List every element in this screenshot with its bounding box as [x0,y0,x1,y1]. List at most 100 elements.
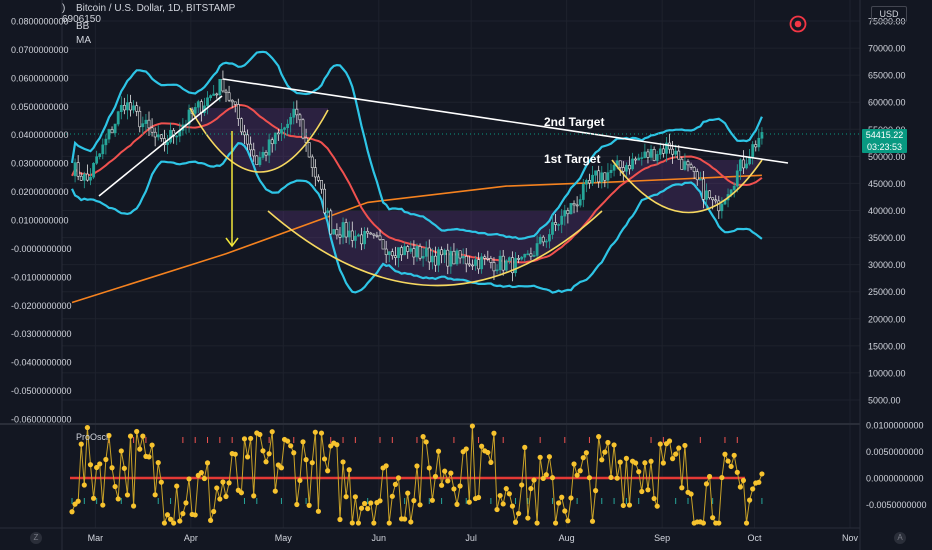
candle-body [541,236,545,243]
right-price-axis[interactable]: 75000.0070000.0065000.0060000.0055000.00… [868,17,906,406]
oscillator-label[interactable]: ProOsci [76,432,109,442]
osc-point [657,441,663,447]
osc-point [94,464,100,471]
left-tick-label: 0.0300000000 [11,159,69,169]
candle-body [557,224,561,226]
osc-point [241,436,248,442]
candle-body [532,255,536,257]
candle-body [566,210,570,215]
osc-point [402,516,408,522]
candle-body [544,240,548,243]
candle-body [390,251,394,257]
candle-body [141,123,145,128]
candle-body [418,246,422,259]
candle-body [397,247,400,258]
osc-point [676,445,682,451]
osc-point [654,503,660,509]
candle-body [520,256,524,260]
candle-body [514,258,517,274]
candle-body [735,170,739,187]
candle-body [233,101,237,105]
osc-point [500,501,506,507]
osc-point [78,441,84,447]
osc-tick-label: -0.0050000000 [866,500,927,510]
symbol-title[interactable]: Bitcoin / U.S. Dollar, 1D, BITSTAMP [76,3,236,14]
ascending-trendline[interactable] [98,95,223,197]
candle-body [338,234,342,238]
candle-body [187,109,191,125]
descending-trendline[interactable] [222,78,789,164]
osc-point [497,492,503,499]
candle-body [578,199,582,206]
cup-curve [189,107,329,173]
osc-point [186,476,192,482]
candle-body [350,230,354,241]
osc-point [552,520,559,526]
osc-point [362,500,368,507]
osc-point [309,460,315,466]
osc-point [192,512,198,518]
candle-body [708,190,711,199]
osc-point [87,462,94,468]
alert-icon[interactable] [789,15,807,33]
osc-point [180,511,186,517]
timezone-toggle[interactable]: Z [30,532,42,544]
candle-body [547,234,551,242]
candle-series [73,70,764,282]
osc-point [131,503,137,509]
candle-body [267,139,271,156]
candle-body [95,156,99,164]
candle-body [495,269,499,272]
auto-scale-toggle[interactable]: A [894,532,906,544]
osc-point [670,456,676,462]
left-tick-label: 0.0400000000 [11,130,69,140]
candle-body [594,170,598,176]
osc-point [666,438,673,444]
candle-body [236,104,240,119]
osc-point [368,500,374,506]
osc-point [358,505,365,511]
osc-price-axis[interactable]: 0.0100000000 0.0050000000 0.0000000000 -0.0… [866,421,927,511]
candle-body [717,200,721,212]
osc-point [617,459,623,465]
osc-point [386,520,392,526]
osc-point [562,508,568,514]
price-tick-label: 25000.00 [868,287,906,297]
osc-point [208,517,214,523]
candle-body [104,138,108,146]
osc-point [137,446,143,452]
osc-point [232,451,238,457]
first-target-label: 1st Target [544,152,600,166]
candle-body [366,231,370,234]
osc-point [272,488,278,494]
candle-body [286,123,290,129]
osc-point [756,479,762,485]
left-price-axis[interactable]: 0.0800000000 0.0700000000 0.0600000000 0.05… [11,17,72,425]
osc-point [586,475,593,481]
currency-label[interactable]: USD [871,6,907,22]
candle-body [369,232,373,235]
osc-point [266,451,272,457]
osc-point [220,479,226,485]
candle-body [489,258,493,263]
left-tick-label: -0.0600000000 [11,415,72,425]
left-tick-label: 0.0800000000 [11,17,69,27]
last-price-value: 54415.22 [865,130,904,140]
osc-point [743,520,750,526]
osc-point [84,424,90,431]
osc-point [263,459,269,465]
candle-body [480,256,484,270]
candle-body [209,95,213,99]
time-tick-label: Sep [654,533,670,543]
candle-body [732,185,736,191]
ma-indicator-label[interactable]: MA [76,35,91,46]
time-axis[interactable]: Mar Apr May Jun Jul Aug Sep Oct Nov [88,533,859,543]
candle-body [255,155,259,165]
candle-body [101,144,105,155]
osc-point [688,491,694,497]
osc-point [103,456,109,463]
candle-body [421,256,425,259]
osc-point [577,468,583,474]
bb-indicator-label[interactable]: BB [76,21,90,32]
